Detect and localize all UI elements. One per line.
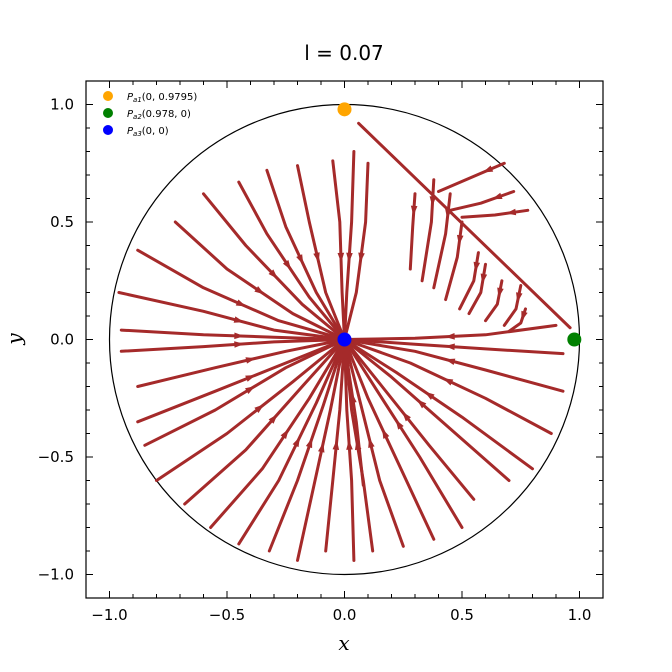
- streamline-arrow: [234, 341, 245, 348]
- streamline-arrow: [332, 439, 340, 450]
- x-tick-label: −1.0: [91, 606, 127, 624]
- streamline-arrow: [354, 439, 362, 451]
- fixed-points-group: [337, 102, 582, 347]
- legend-marker: [103, 91, 113, 101]
- legend-entry-label: Pa1(0, 0.9795): [127, 92, 197, 104]
- streamline-arrow: [482, 165, 494, 173]
- legend-entry-label: Pa2(0.978, 0): [127, 109, 191, 121]
- streamline-arrow: [497, 287, 504, 298]
- streamline-arrow: [346, 252, 353, 263]
- x-tick-label: 0.5: [450, 606, 474, 624]
- streamline: [448, 190, 516, 212]
- streamline-arrow: [442, 378, 454, 386]
- streamline: [183, 338, 346, 506]
- x-tick-label: 0.0: [333, 606, 357, 624]
- y-tick-label: −1.0: [38, 566, 74, 584]
- streamline-arrow: [456, 234, 464, 246]
- streamline-arrow: [268, 269, 278, 279]
- streamline-arrow: [313, 252, 320, 263]
- streamline: [343, 338, 464, 529]
- streamline: [432, 192, 452, 290]
- streamline-arrow: [282, 259, 292, 271]
- legend: Pa1(0, 0.9795) Pa2(0.978, 0) Pa3(0, 0): [103, 91, 197, 138]
- streamline-arrow: [305, 437, 313, 449]
- streamline-arrow: [235, 299, 247, 307]
- streamline-arrow: [337, 252, 345, 263]
- streamline-arrow: [280, 428, 289, 439]
- y-axis-label: y: [2, 333, 26, 346]
- streamline-arrow: [268, 414, 278, 424]
- streamline: [484, 279, 504, 323]
- streamline: [343, 161, 370, 341]
- streamline-arrow: [292, 436, 300, 448]
- streamline-arrow: [382, 428, 390, 439]
- x-tick-label: −0.5: [209, 606, 245, 624]
- y-tick-label: −0.5: [38, 448, 74, 466]
- x-tick-label: 1.0: [568, 606, 592, 624]
- streamline-arrow: [492, 192, 503, 200]
- streamline-arrow: [358, 252, 365, 263]
- streamline-arrow: [346, 439, 353, 450]
- fixed-point-marker: [337, 102, 352, 117]
- streamline: [502, 284, 523, 327]
- x-axis-label: x: [338, 631, 349, 655]
- legend-marker: [103, 108, 113, 118]
- streamline: [444, 220, 464, 302]
- y-tick-label: 0.5: [50, 213, 74, 231]
- streamline-arrow: [480, 273, 488, 284]
- streamline: [467, 262, 487, 316]
- streamline: [343, 338, 511, 482]
- legend-marker: [103, 125, 113, 135]
- streamline: [460, 208, 530, 219]
- streamline-arrow: [402, 411, 411, 422]
- y-tick-label: 0.0: [50, 331, 74, 349]
- streamlines-group: [117, 150, 565, 562]
- streamline-arrow: [444, 333, 455, 340]
- streamline-arrow: [416, 399, 427, 409]
- streamline-arrow: [245, 375, 256, 382]
- streamline-arrow: [410, 205, 418, 216]
- streamline-arrow: [245, 357, 256, 364]
- streamline-arrow: [296, 254, 304, 265]
- chart-title: l = 0.07: [304, 41, 384, 65]
- streamline-arrow: [234, 332, 245, 340]
- streamline-arrow: [245, 386, 256, 394]
- streamline-arrow: [505, 208, 517, 216]
- streamline-arrow: [473, 261, 481, 273]
- streamline-arrow: [424, 391, 435, 400]
- separatrix-line: [357, 121, 572, 330]
- streamline-arrow: [368, 437, 375, 448]
- streamline-arrow: [254, 286, 265, 295]
- streamline-arrow: [516, 292, 523, 303]
- streamline: [437, 161, 506, 193]
- streamline-arrow: [444, 343, 455, 351]
- streamline: [136, 248, 346, 341]
- axis-ticks-group: −1.0 −0.5 0.0 0.5 1.0 −1.0 −0.5 0.0 0.5 1.0: [38, 81, 603, 624]
- streamline-arrow: [233, 316, 245, 323]
- legend-entry-label: Pa3(0, 0): [127, 126, 169, 138]
- streamline-arrow: [521, 310, 528, 322]
- streamline-arrow: [444, 358, 456, 365]
- streamline: [408, 192, 417, 271]
- streamline: [458, 251, 480, 311]
- fixed-point-marker: [337, 332, 352, 347]
- streamline-arrow: [395, 419, 404, 430]
- streamline: [173, 220, 346, 341]
- y-tick-label: 1.0: [50, 96, 74, 114]
- fixed-point-marker: [567, 332, 582, 347]
- streamline-arrow: [429, 196, 437, 207]
- streamline-arrow: [318, 442, 325, 453]
- streamline-arrow: [254, 404, 265, 413]
